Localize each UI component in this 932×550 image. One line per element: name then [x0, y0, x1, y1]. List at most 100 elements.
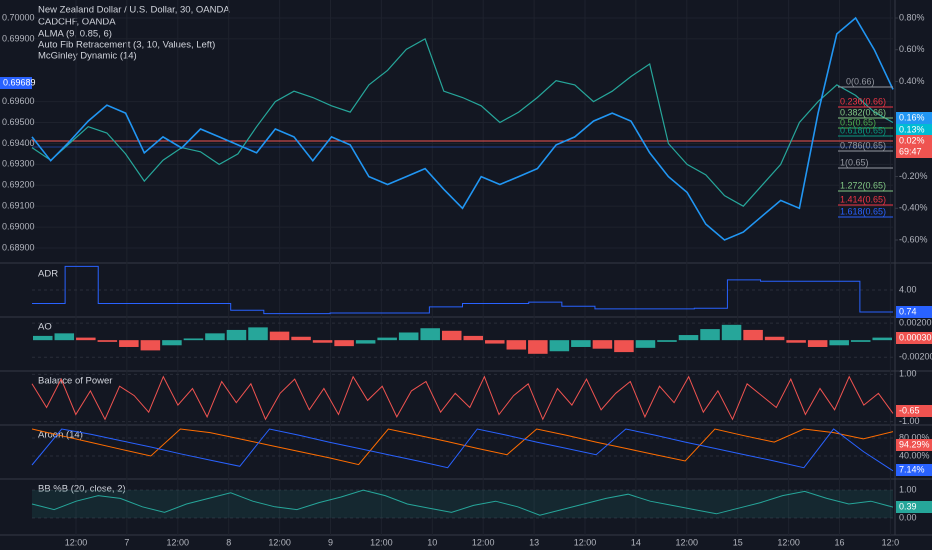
value-tag-bg: [896, 306, 932, 318]
fib-label: 1(0.65): [840, 157, 869, 167]
ao-bar: [700, 329, 720, 341]
fib-label: 0.618(0.65): [840, 125, 886, 135]
fib-label: 1.272(0.65): [840, 180, 886, 190]
pct-tag-bg: [896, 112, 932, 124]
time-label: 12:00: [472, 537, 495, 547]
ao-bar: [269, 331, 290, 341]
indicator-line: [31, 428, 894, 472]
compare-title: CADCHF, OANDA: [38, 17, 116, 28]
ao-bar: [807, 340, 828, 347]
indicator-title: McGinley Dynamic (14): [38, 51, 137, 62]
ao-bar: [162, 340, 182, 346]
value-tag: 0.00030: [899, 332, 932, 342]
pct-tag: 0.02%: [899, 135, 925, 145]
panel-title: ADR: [38, 269, 58, 280]
ao-bar: [226, 329, 247, 341]
symbol-title: New Zealand Dollar / U.S. Dollar, 30, OA…: [38, 5, 230, 16]
pct-tick-label: 0.40%: [899, 76, 925, 86]
ao-bar: [205, 333, 225, 341]
pct-tag: 0.16%: [899, 112, 925, 122]
time-label: 13: [529, 537, 539, 547]
indicator-line: [31, 489, 894, 516]
ao-bar: [76, 337, 96, 341]
ao-bar: [441, 330, 462, 341]
fib-label: 1.414(0.65): [840, 194, 886, 204]
ao-bar: [592, 340, 613, 349]
price-tick-label: 0.69600: [2, 96, 35, 106]
ao-bar: [528, 340, 548, 354]
ao-bar: [614, 340, 634, 353]
pct-tick-label: 0.60%: [899, 44, 925, 54]
indicator-title: ALMA (9, 0.85, 6): [38, 29, 112, 40]
panel-tick-label: 40.00%: [899, 450, 930, 460]
time-label: 12:00: [676, 537, 699, 547]
ao-bar: [829, 340, 849, 346]
ao-bar: [119, 340, 139, 347]
panel-tick-label: 4.00: [899, 284, 917, 294]
time-label: 12:00: [574, 537, 597, 547]
ao-bar: [786, 340, 806, 343]
panel-tick-label: 0.00200: [899, 317, 932, 327]
pct-tag-bg: [896, 124, 932, 136]
ao-bar: [334, 340, 354, 347]
price-tick-label: 0.69500: [2, 117, 35, 127]
ao-bar: [764, 336, 785, 341]
ao-bar: [248, 327, 268, 341]
ao-bar: [549, 340, 570, 352]
ao-bar: [485, 340, 505, 344]
panel-tick-label: 0.00: [899, 512, 917, 522]
time-label: 8: [226, 537, 231, 547]
value-tag: -0.65: [899, 405, 920, 415]
price-tick-label: 0.69100: [2, 201, 35, 211]
ao-bar: [33, 335, 53, 341]
ao-bar: [872, 337, 892, 341]
fib-label: 0(0.66): [846, 76, 875, 86]
value-tag-bg: [896, 464, 932, 476]
price-tick-label: 0.69200: [2, 180, 35, 190]
price-tick-label: 0.68900: [2, 242, 35, 252]
pct-tag: 0.13%: [899, 124, 925, 134]
time-label: 9: [328, 537, 333, 547]
price-tag: 0.69689: [3, 77, 36, 87]
value-tag: 0.39: [899, 501, 917, 511]
countdown-tag-bg: [896, 146, 932, 158]
ao-bar: [377, 337, 397, 341]
time-label: 12:0: [882, 537, 900, 547]
value-tag: 7.14%: [899, 464, 925, 474]
time-label: 16: [834, 537, 844, 547]
panel-title: Balance of Power: [38, 376, 112, 387]
compare-series-line: [31, 16, 894, 241]
ao-bar: [571, 340, 591, 347]
ao-bar: [54, 333, 75, 341]
panel-tick-label: -1.00: [899, 416, 920, 426]
panel-tick-label: 1.00: [899, 369, 917, 379]
ao-bar: [312, 340, 333, 343]
time-label: 12:00: [268, 537, 291, 547]
time-label: 10: [427, 537, 437, 547]
time-label: 7: [124, 537, 129, 547]
ao-bar: [850, 340, 871, 342]
fib-label: 1.618(0.65): [840, 206, 886, 216]
fib-label: 0.236(0.66): [840, 96, 886, 106]
time-label: 12:00: [777, 537, 800, 547]
ao-bar: [420, 328, 440, 341]
adr-line: [32, 265, 893, 315]
ao-bar: [291, 336, 311, 341]
panel-tick-label: 1.00: [899, 484, 917, 494]
pct-tag-bg: [896, 135, 932, 147]
ao-bar: [183, 338, 204, 341]
ao-bar: [140, 340, 161, 351]
panel-tick-label: -0.00200: [899, 352, 932, 362]
countdown-tag: 69:47: [899, 146, 922, 156]
time-label: 12:00: [65, 537, 88, 547]
value-tag-bg: [896, 405, 932, 417]
ao-bar: [657, 340, 677, 342]
fib-label: 0.786(0.65): [840, 140, 886, 150]
time-label: 15: [733, 537, 743, 547]
pct-tick-label: -0.20%: [899, 171, 928, 181]
value-tag-bg: [896, 501, 932, 513]
fib-label: 0.5(0.65): [840, 117, 876, 127]
price-tag-bg: [0, 77, 32, 89]
price-tick-label: 0.69300: [2, 159, 35, 169]
